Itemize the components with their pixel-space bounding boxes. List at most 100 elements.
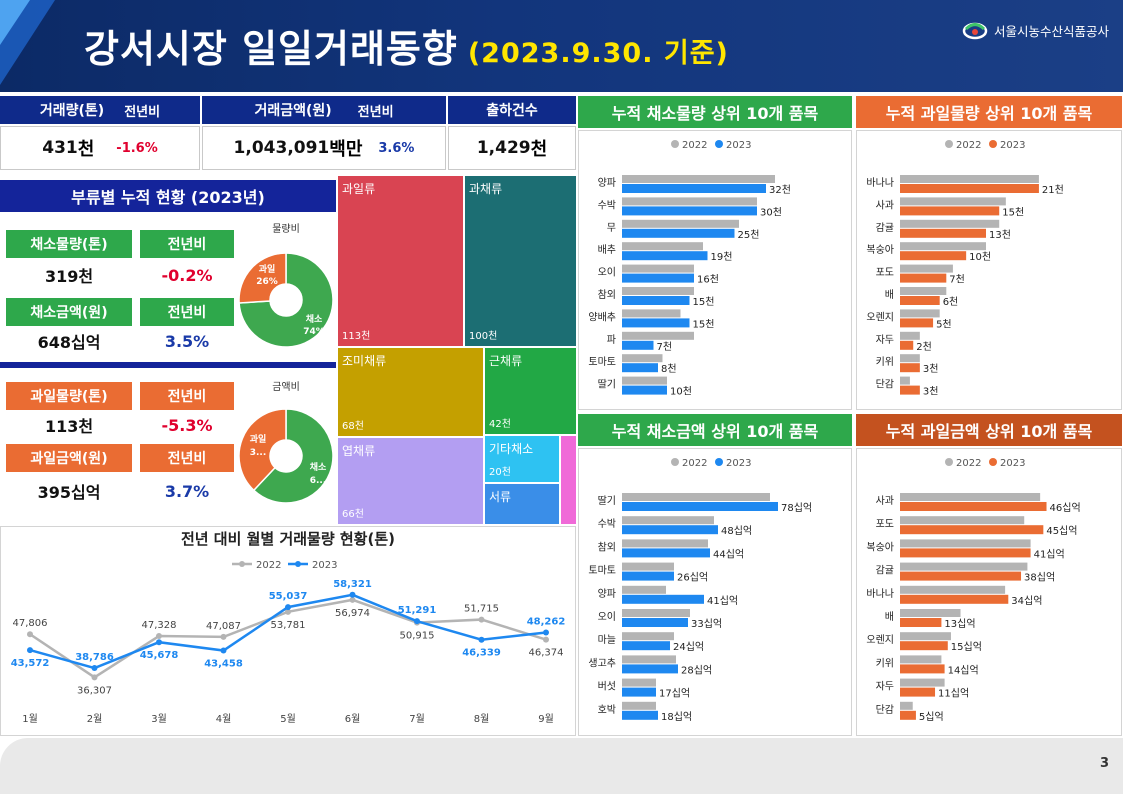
bar-2022	[622, 242, 703, 251]
bar-value-label: 13천	[989, 229, 1011, 241]
line-label-2022: 47,328	[142, 620, 177, 631]
bar-2022	[900, 585, 1006, 594]
bar-2022	[900, 264, 953, 273]
page-title: 강서시장 일일거래동향 (2023.9.30. 기준)	[84, 18, 729, 73]
bar-2022	[900, 287, 947, 295]
bar-category-label: 참외	[598, 289, 616, 301]
bar-2022	[900, 376, 910, 385]
kpi-amount-unit: 백만	[329, 139, 363, 160]
bar-category-label: 참외	[598, 541, 616, 553]
line-point-2022	[156, 633, 162, 640]
legend-2022-label: 2022	[256, 560, 281, 571]
donut2-veg-label: 채소	[310, 461, 327, 473]
kpi-shipment-value: 1,429	[476, 138, 531, 158]
line-label-2023: 58,321	[333, 579, 372, 590]
legend-2022-dot	[945, 458, 953, 466]
bar-category-label: 배	[885, 289, 894, 301]
donut1-veg-slice	[238, 252, 334, 348]
donut1-veg-label: 채소	[306, 313, 323, 325]
kpi-volume-value-cell: 431 천 -1.6%	[0, 126, 200, 170]
bar-2022	[900, 562, 1028, 571]
bar-value-label: 13십억	[944, 618, 975, 630]
line-point-2022	[349, 596, 356, 603]
fruit-volume-label: 과일물량(톤)	[6, 382, 132, 410]
bar-value-label: 10천	[969, 251, 991, 263]
veg-amount-yoy-label: 전년비	[140, 298, 234, 326]
bar-value-label: 15천	[1002, 206, 1024, 218]
legend-2023-dot	[989, 140, 997, 148]
bar-2023	[622, 273, 694, 283]
donut1-fruit-pct: 26%	[256, 277, 278, 287]
volume-ratio-donut: 물량비 과일 26% 채소 74%	[238, 223, 334, 348]
legend-2023-label: 2023	[312, 560, 337, 571]
kpi-amount-yoy-label: 전년비	[357, 104, 394, 120]
bar-2022	[622, 175, 775, 183]
legend-2022-dot	[671, 140, 679, 148]
donut2-veg-pct: 6...	[310, 476, 327, 486]
fruit-amount-label: 과일금액(원)	[6, 444, 132, 472]
line-label-2023: 48,262	[527, 617, 566, 628]
bar-2023	[622, 340, 654, 350]
bar-category-label: 배	[885, 611, 894, 623]
treemap-cell-value: 66천	[342, 509, 364, 520]
bar-2022	[900, 516, 1025, 525]
kpi-amount-label: 거래금액(원)	[254, 103, 332, 119]
legend-2023-label: 2023	[726, 458, 751, 469]
bar-2023	[900, 594, 1009, 604]
line-label-2023: 46,339	[462, 648, 501, 659]
line-x-tick: 2월	[87, 713, 103, 725]
legend-2022-dot	[945, 140, 953, 148]
kpi-volume-label: 거래량(톤)	[39, 103, 105, 119]
fruit-volume-value: 113천	[44, 417, 94, 436]
org-logo: 서울시농수산식품공사	[962, 20, 1109, 40]
bar-2022	[622, 562, 674, 571]
kpi-shipment-header: 출하건수	[448, 96, 576, 124]
treemap-cell-value: 68천	[342, 421, 364, 432]
line-label-2022: 51,715	[464, 604, 499, 615]
bar-2022	[622, 376, 667, 385]
bar-category-label: 사과	[876, 495, 894, 507]
bar-2023	[622, 525, 718, 535]
veg-amount-top10-title: 누적 채소금액 상위 10개 품목	[578, 414, 852, 446]
bar-2023	[900, 548, 1031, 558]
bar-2023	[900, 618, 942, 627]
bar-category-label: 키위	[876, 656, 894, 669]
bar-2023	[900, 385, 920, 395]
bar-value-label: 41십억	[707, 595, 738, 607]
kpi-volume-unit: 천	[77, 139, 95, 160]
bar-2022	[622, 264, 694, 273]
line-label-2023: 45,678	[140, 650, 179, 661]
kpi-shipment-unit: 천	[530, 139, 548, 160]
bar-2023	[900, 710, 916, 720]
fruit-volume-top10-title: 누적 과일물량 상위 10개 품목	[856, 96, 1122, 128]
category-treemap: 과일류 113천 과채류 100천 조미채류 68천 근채류 42천 엽채류 66천 기타…	[338, 176, 576, 524]
line-x-tick: 6월	[345, 713, 361, 725]
bar-category-label: 수박	[598, 518, 616, 530]
donut2-fruit-slice	[238, 408, 287, 492]
veg-volume-value: 319천	[44, 267, 94, 286]
veg-volume-yoy: -0.2%	[161, 265, 213, 285]
bar-2023	[622, 296, 690, 305]
bar-value-label: 48십억	[721, 525, 752, 537]
bar-2022	[622, 655, 676, 664]
line-label-2022: 47,806	[13, 618, 48, 629]
bar-value-label: 41십억	[1034, 548, 1065, 560]
bar-category-label: 오이	[598, 611, 616, 623]
bar-category-label: 오렌지	[866, 634, 894, 646]
bar-2023	[900, 571, 1022, 581]
bar-value-label: 10천	[670, 386, 692, 398]
bar-category-label: 생고추	[588, 657, 616, 669]
bar-2023	[900, 296, 940, 305]
kpi-volume-value: 431	[42, 138, 78, 158]
bar-2022	[622, 632, 674, 641]
line-point-2022	[478, 616, 485, 623]
legend-2022-label: 2022	[682, 458, 707, 469]
treemap-cell-othveg: 기타채소 20천	[485, 436, 559, 482]
line-x-tick: 5월	[280, 713, 296, 725]
category-section-title: 부류별 누적 현황 (2023년)	[0, 180, 336, 212]
legend-2022-label: 2022	[956, 140, 981, 151]
bar-2023	[622, 618, 688, 627]
line-point-2023	[478, 636, 485, 643]
treemap-cell-tuber: 서류	[485, 484, 559, 524]
